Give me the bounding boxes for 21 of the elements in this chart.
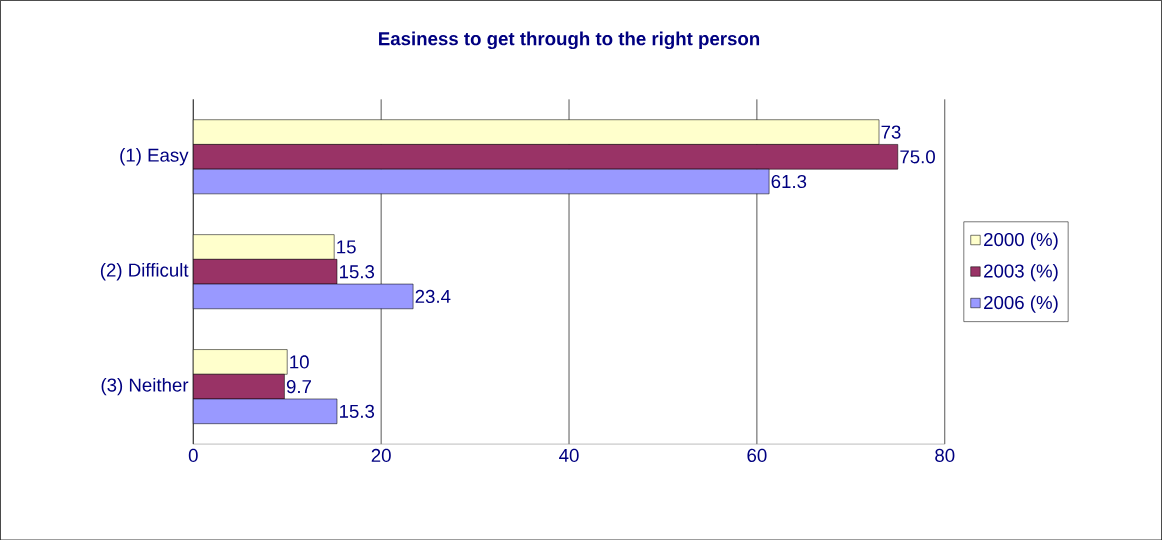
- data-label: 15.3: [340, 404, 375, 418]
- chart-title: Easiness to get through to the right person: [379, 31, 760, 49]
- data-label: 15: [337, 240, 356, 254]
- legend-label: 2000 (%): [984, 232, 1058, 250]
- data-label: 61.3: [771, 174, 807, 188]
- data-label: 73: [881, 125, 901, 139]
- x-tick-label: 40: [559, 448, 579, 462]
- x-tick-label: 80: [935, 448, 955, 462]
- x-tick-label: 60: [747, 448, 767, 462]
- x-tick-label: 0: [188, 448, 198, 462]
- data-label: 23.4: [415, 289, 451, 303]
- x-tick-label: 20: [371, 448, 391, 462]
- y-tick-label: (1) Easy: [120, 147, 189, 166]
- data-label: 15.3: [340, 264, 375, 279]
- y-tick-label: (3) Neither: [101, 377, 189, 396]
- data-label: 9.7: [286, 379, 311, 394]
- y-tick-label: (2) Difficult: [100, 262, 189, 281]
- legend-label: 2003 (%): [984, 263, 1058, 282]
- legend-label: 2006 (%): [984, 295, 1058, 313]
- data-label: 10: [290, 355, 309, 369]
- data-label: 75.0: [900, 149, 935, 164]
